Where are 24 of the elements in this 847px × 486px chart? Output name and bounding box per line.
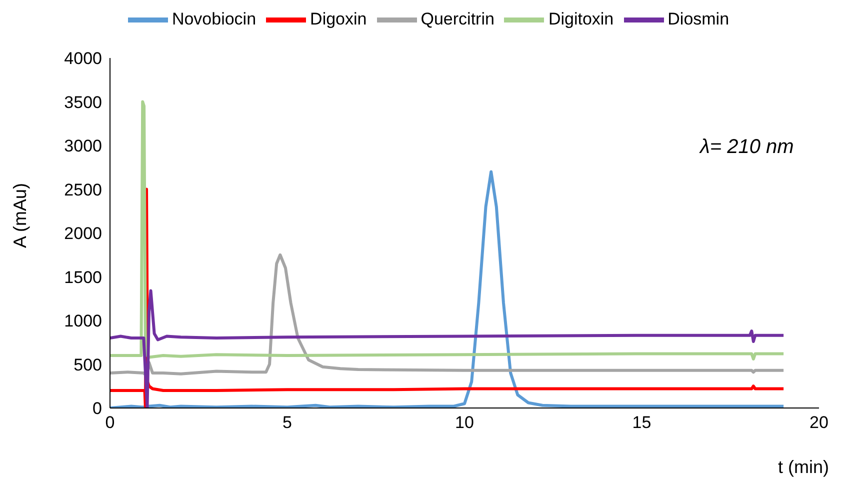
- legend-label: Digitoxin: [548, 9, 614, 28]
- legend-label: Quercitrin: [420, 9, 494, 28]
- y-tick-label: 3000: [64, 136, 102, 156]
- x-tick-label: 0: [105, 413, 115, 432]
- annotation: λ= 210 nm: [700, 136, 794, 159]
- y-tick-label: 2000: [64, 224, 102, 244]
- x-tick-label: 20: [810, 413, 828, 432]
- y-tick-label: 2500: [64, 180, 102, 200]
- y-tick-label: 1500: [64, 268, 102, 287]
- y-tick-label: 0: [92, 399, 102, 418]
- x-tick-label: 10: [455, 413, 474, 432]
- y-tick-label: 4000: [64, 49, 102, 68]
- legend-label: Digoxin: [310, 9, 367, 28]
- x-tick-label: 5: [282, 413, 292, 432]
- x-tick-label: 15: [632, 413, 652, 432]
- y-tick-label: 3500: [64, 92, 102, 112]
- y-tick-label: 500: [74, 355, 102, 374]
- legend-label: Diosmin: [668, 9, 730, 28]
- line-series: [110, 253, 786, 376]
- y-tick-label: 1000: [64, 312, 102, 331]
- x-axis-title: t (min): [778, 457, 829, 478]
- legend-label: Novobiocin: [172, 9, 256, 28]
- y-axis-title: A (mAu): [10, 182, 31, 248]
- line-series: [110, 289, 786, 408]
